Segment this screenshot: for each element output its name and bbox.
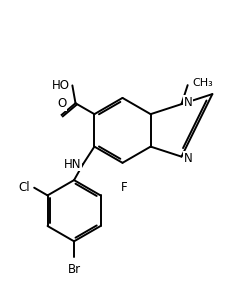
- Text: Br: Br: [67, 263, 80, 276]
- Text: Cl: Cl: [18, 181, 30, 194]
- Text: N: N: [183, 152, 192, 165]
- Text: F: F: [120, 181, 127, 195]
- Text: O: O: [57, 97, 66, 110]
- Text: HN: HN: [64, 158, 81, 170]
- Text: CH₃: CH₃: [192, 78, 212, 88]
- Text: N: N: [183, 96, 192, 109]
- Text: HO: HO: [51, 79, 69, 92]
